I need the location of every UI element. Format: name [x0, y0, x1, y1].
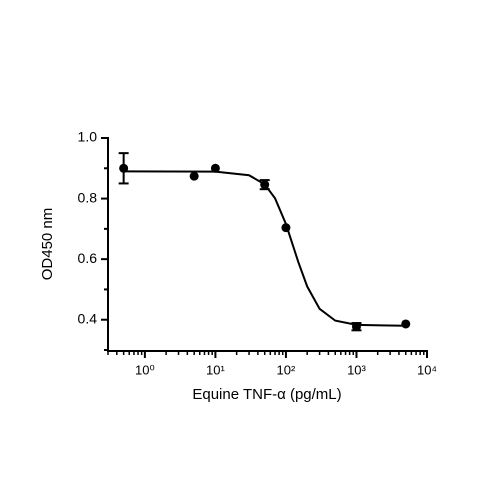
data-point [210, 163, 220, 173]
data-point [189, 171, 199, 181]
x-axis-label: Equine TNF-α (pg/mL) [192, 386, 341, 403]
fit-curve [123, 170, 406, 327]
y-tick-label: 0.8 [78, 189, 98, 205]
y-axis-label: OD450 nm [39, 208, 56, 281]
x-tick-label: 10³ [347, 362, 366, 377]
y-tick-label: 0.6 [78, 250, 98, 266]
x-tick-label: 10² [277, 362, 296, 377]
data-point [401, 319, 411, 329]
y-tick-label: 1.0 [78, 129, 98, 145]
y-tick-label: 0.4 [78, 310, 98, 326]
x-tick-label: 10¹ [206, 362, 225, 377]
x-tick-label: 10⁰ [135, 362, 155, 377]
x-tick-label: 10⁴ [417, 362, 437, 377]
